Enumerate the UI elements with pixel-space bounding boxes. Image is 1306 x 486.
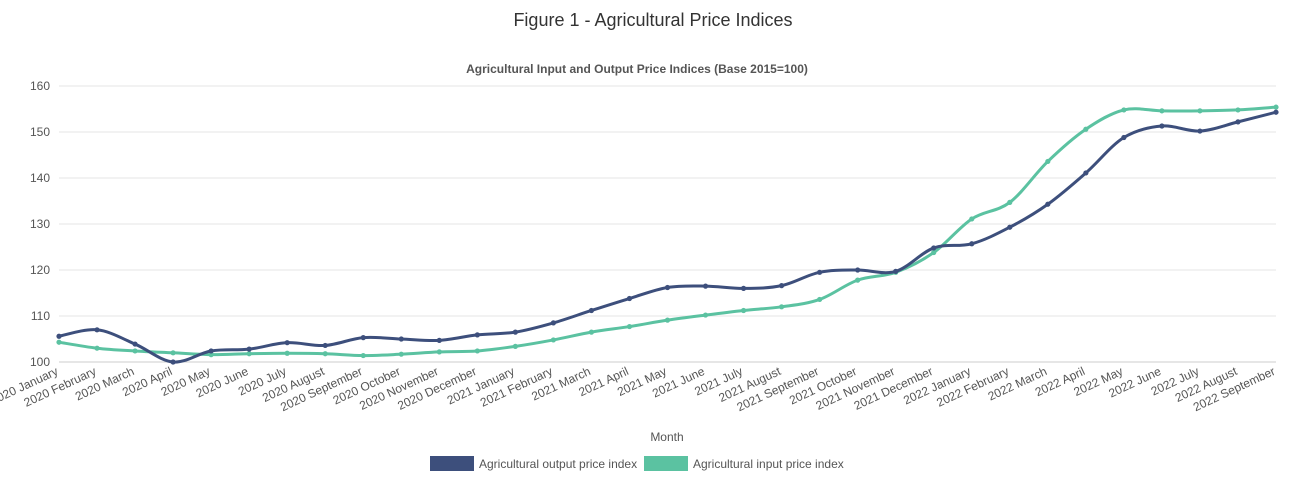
data-point[interactable] [550,320,557,326]
data-point[interactable] [1083,126,1089,132]
data-point[interactable] [969,216,975,222]
data-point[interactable] [1273,109,1279,115]
data-point[interactable] [702,283,709,289]
data-point[interactable] [817,269,823,275]
y-axis: 100 110 120 130 140 150 160 [30,79,50,369]
y-tick-label: 120 [30,263,50,277]
data-point[interactable] [170,359,176,365]
data-point[interactable] [56,339,62,345]
data-point[interactable] [1273,104,1279,110]
data-point[interactable] [702,312,709,318]
data-point[interactable] [322,351,328,357]
data-point[interactable] [626,323,633,330]
data-point[interactable] [931,249,937,256]
data-point[interactable] [1121,134,1127,141]
data-point[interactable] [778,283,785,289]
data-point[interactable] [664,317,671,323]
data-point[interactable] [855,267,861,273]
data-point[interactable] [94,345,100,351]
legend-label: Agricultural input price index [693,457,844,471]
data-point[interactable] [1045,158,1051,165]
legend-swatch [430,456,474,471]
legend-label: Agricultural output price index [479,457,637,471]
legend-item-input[interactable]: Agricultural input price index [644,456,844,471]
data-point[interactable] [1197,128,1203,134]
data-point[interactable] [322,342,328,349]
data-point[interactable] [246,351,252,357]
data-point[interactable] [398,351,404,357]
data-point[interactable] [1235,107,1241,113]
data-point[interactable] [398,336,404,342]
series-input [56,104,1279,359]
data-point[interactable] [931,245,937,251]
data-point[interactable] [588,307,595,314]
legend-item-output[interactable]: Agricultural output price index [430,456,637,471]
data-point[interactable] [360,352,366,359]
data-point[interactable] [512,329,518,335]
data-point[interactable] [208,348,214,354]
data-point[interactable] [436,337,442,343]
data-point[interactable] [132,348,138,354]
data-point[interactable] [246,346,252,352]
legend-swatch [644,456,688,471]
data-point[interactable] [550,337,557,343]
data-point[interactable] [588,329,595,335]
series-line [57,110,1278,364]
data-point[interactable] [855,277,861,283]
data-point[interactable] [969,241,975,247]
legend: Agricultural output price index Agricultu… [430,456,844,471]
y-tick-label: 100 [30,355,50,369]
data-point[interactable] [1159,108,1165,114]
data-point[interactable] [1007,224,1013,230]
data-point[interactable] [778,304,785,310]
data-point[interactable] [132,341,138,347]
chart-title: Agricultural Input and Output Price Indi… [466,62,808,76]
data-point[interactable] [94,327,100,333]
data-point[interactable] [1045,201,1051,207]
data-point[interactable] [56,333,62,339]
data-point[interactable] [1235,119,1241,125]
y-tick-label: 110 [31,309,50,323]
series-output [56,109,1279,365]
data-point[interactable] [1159,123,1165,129]
data-point[interactable] [284,340,290,346]
data-point[interactable] [474,332,480,338]
data-point[interactable] [360,335,366,341]
data-point[interactable] [208,352,214,358]
y-tick-label: 160 [30,79,50,93]
data-point[interactable] [664,284,671,291]
data-point[interactable] [170,350,176,356]
data-point[interactable] [284,350,290,356]
data-point[interactable] [1007,199,1013,205]
data-point[interactable] [740,307,747,314]
y-tick-label: 140 [30,171,50,185]
data-point[interactable] [1197,108,1203,114]
data-point[interactable] [474,348,480,354]
data-point[interactable] [893,268,899,274]
x-axis-title: Month [650,430,683,444]
data-point[interactable] [1083,170,1089,176]
y-tick-label: 150 [30,125,50,139]
y-tick-label: 130 [30,217,50,231]
data-point[interactable] [1121,107,1127,113]
gridlines [59,85,1276,363]
data-point[interactable] [740,285,747,291]
data-point[interactable] [817,296,823,303]
data-point[interactable] [436,349,442,355]
figure-title: Figure 1 - Agricultural Price Indices [513,10,793,30]
data-point[interactable] [512,343,518,349]
data-point[interactable] [626,295,633,302]
series-group [56,104,1279,365]
